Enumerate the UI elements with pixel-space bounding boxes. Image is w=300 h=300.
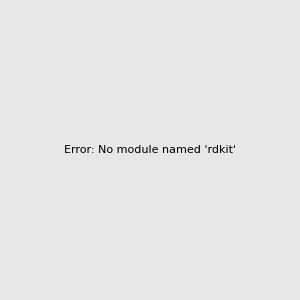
Text: Error: No module named 'rdkit': Error: No module named 'rdkit' <box>64 145 236 155</box>
